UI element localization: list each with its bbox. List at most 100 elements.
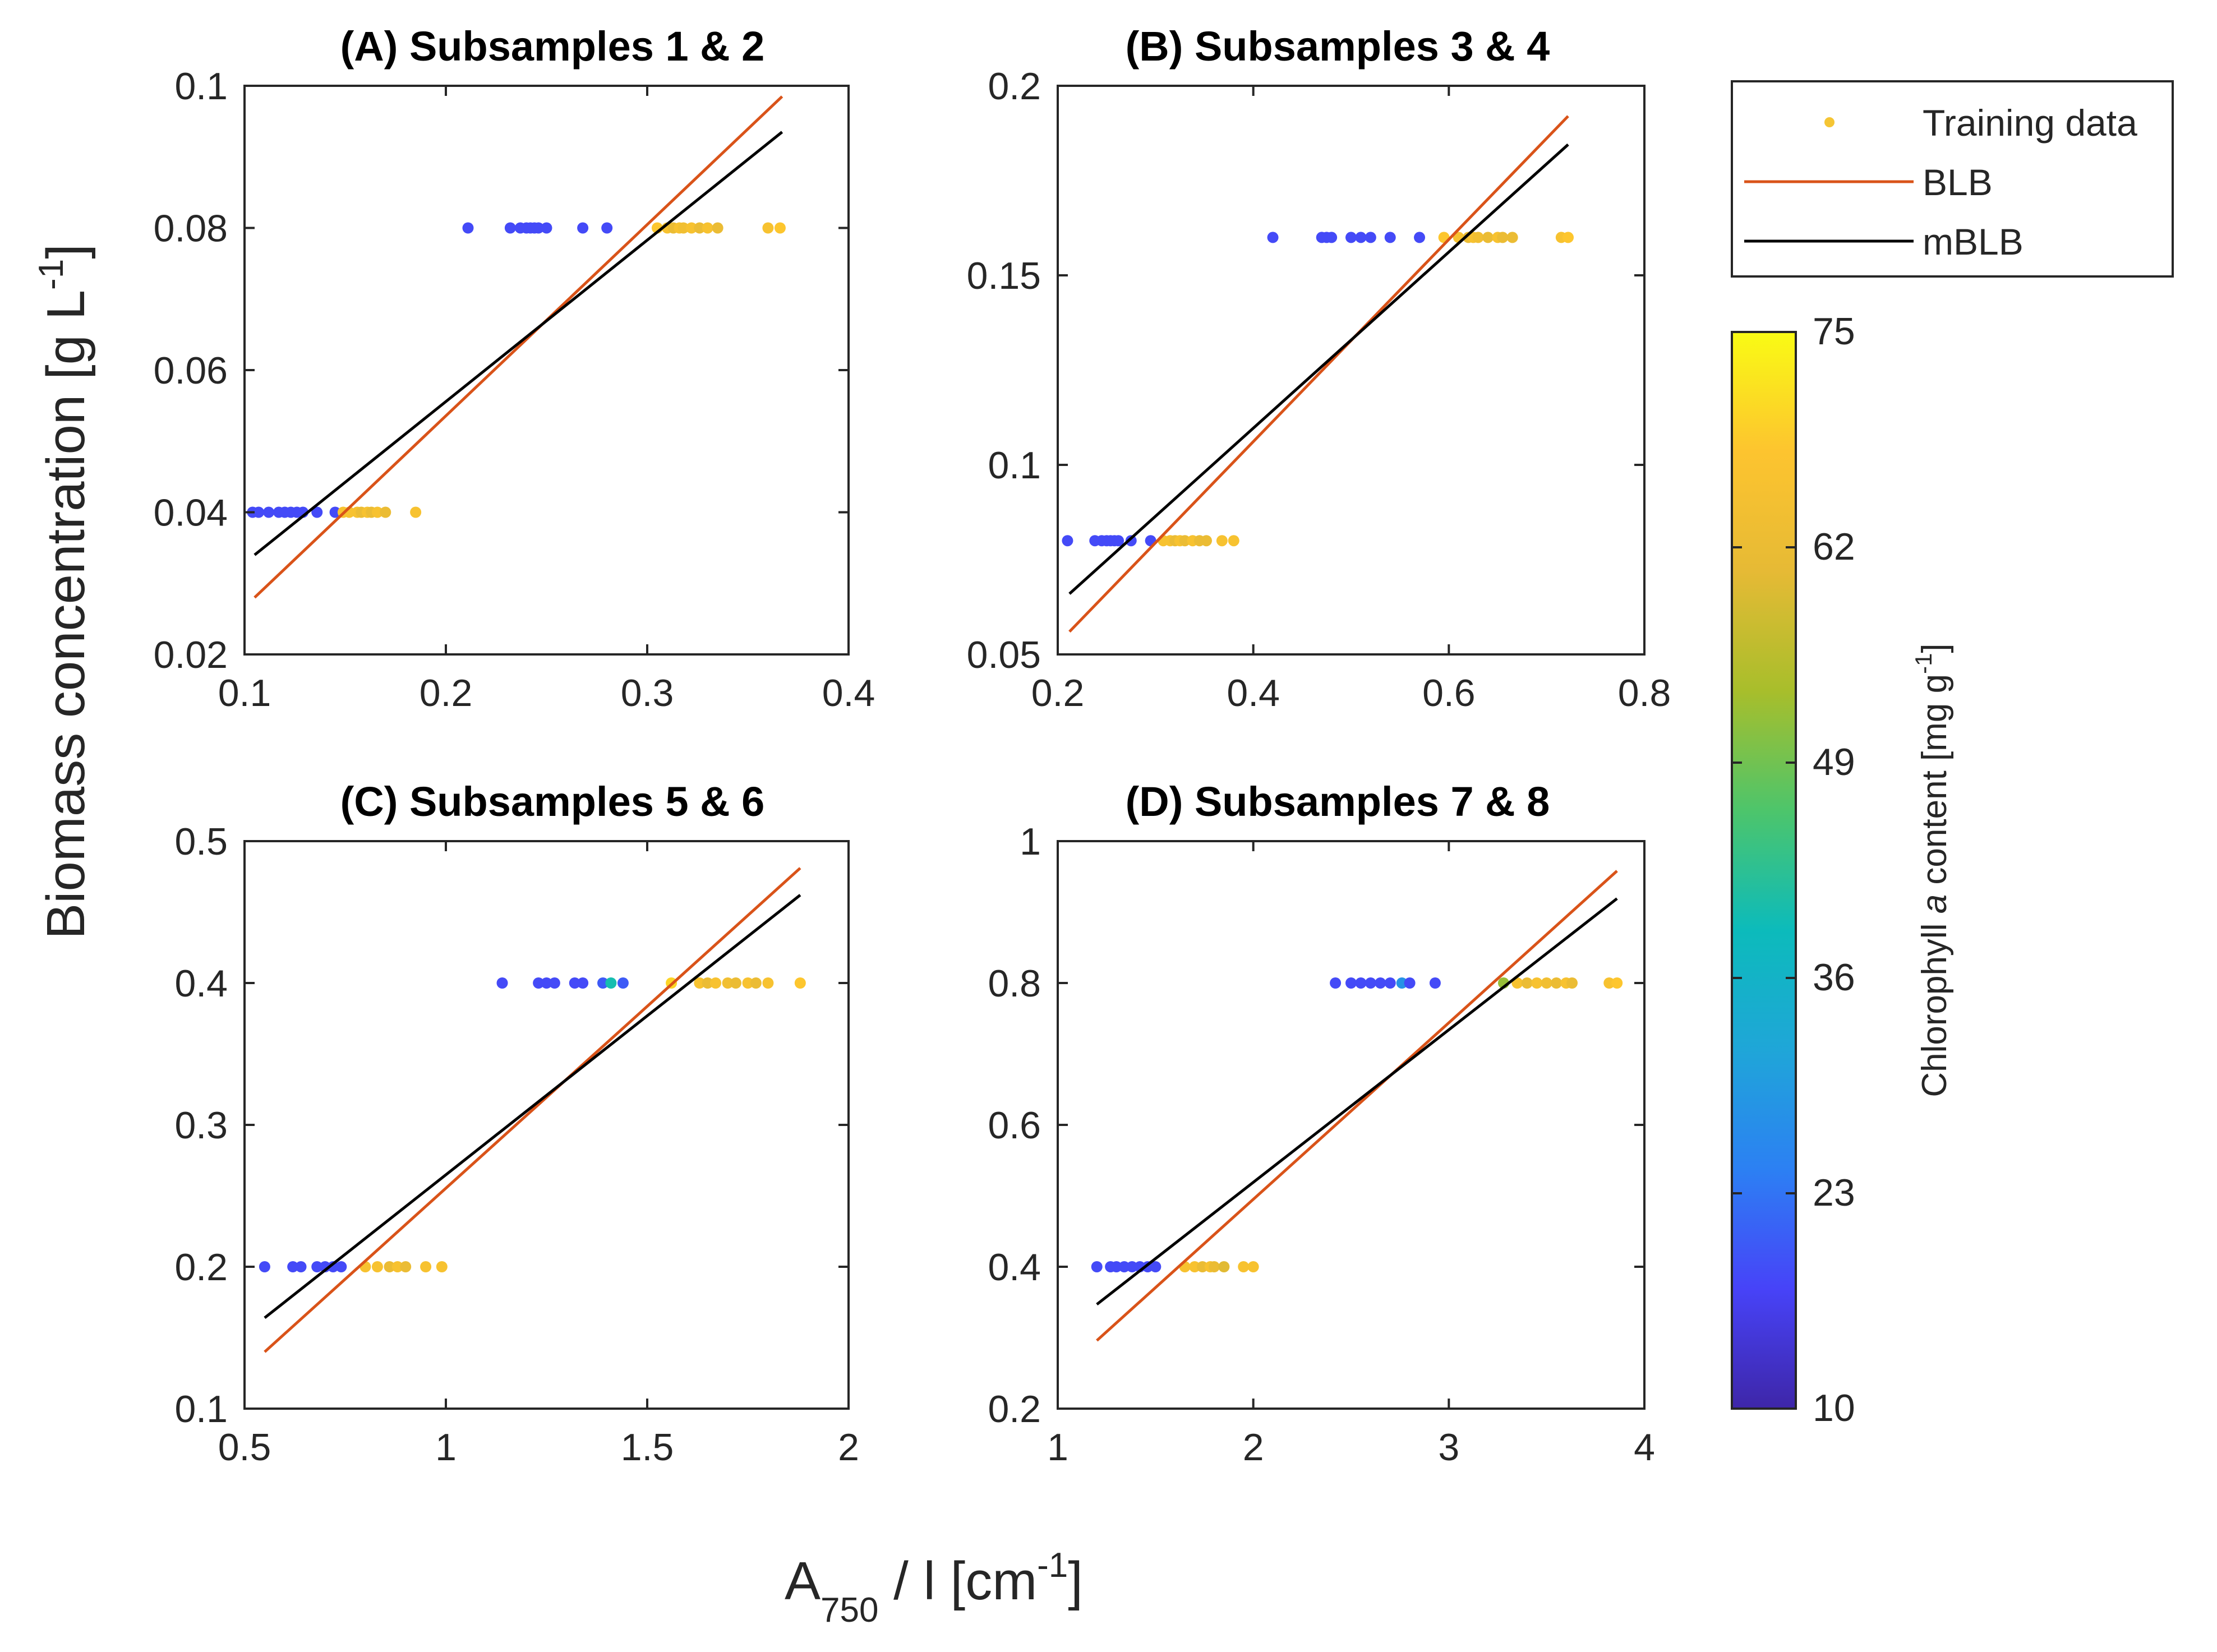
panel-c-data-point bbox=[702, 977, 713, 989]
panel-b-data-point bbox=[1326, 232, 1338, 243]
panel-c-x-tick-label: 0.5 bbox=[218, 1426, 271, 1469]
panel-c-plot-area bbox=[245, 841, 849, 1409]
panel-b-data-point bbox=[1228, 535, 1239, 547]
colorbar-tick-label: 23 bbox=[1813, 1171, 1855, 1214]
panel-c-y-tick-label: 0.1 bbox=[174, 1388, 228, 1430]
panel-c-line-mblb bbox=[264, 894, 801, 1319]
panel-b-plot-area bbox=[1058, 86, 1644, 654]
panel-a-data-point bbox=[694, 222, 706, 234]
panel-d-line-mblb bbox=[1096, 897, 1618, 1306]
panel-c-x-tick-label: 1.5 bbox=[621, 1426, 674, 1469]
panel-d-title: (D) Subsamples 7 & 8 bbox=[1126, 778, 1550, 825]
panel-d-x-tick-label: 1 bbox=[1047, 1426, 1068, 1469]
panel-a-title: (A) Subsamples 1 & 2 bbox=[340, 23, 765, 70]
panel-c-data-point bbox=[335, 1261, 347, 1272]
panel-b-y-tick-label: 0.15 bbox=[967, 255, 1041, 297]
colorbar-tick-label: 75 bbox=[1813, 310, 1855, 353]
panel-d-data-point bbox=[1197, 1261, 1209, 1272]
panel-b-data-point bbox=[1062, 535, 1073, 547]
panel-b-data-point bbox=[1345, 232, 1357, 243]
panel-b-data-point bbox=[1562, 232, 1574, 243]
panel-a-data-point bbox=[774, 222, 786, 234]
panel-c-y-tick-label: 0.5 bbox=[174, 820, 228, 863]
panel-d-data-point bbox=[1355, 977, 1367, 989]
panel-d-x-tick-label: 3 bbox=[1438, 1426, 1459, 1469]
panel-c-data-point bbox=[577, 977, 589, 989]
panel-a-data-point bbox=[253, 506, 265, 518]
panel-b: (B) Subsamples 3 & 4 0.2 0.4 0.6 0.8 0.05 0.1… bbox=[967, 23, 1671, 714]
panel-a-data-point bbox=[329, 506, 341, 518]
panel-d-y-tick-label: 0.4 bbox=[988, 1246, 1041, 1289]
panel-c-data-point bbox=[311, 1261, 323, 1272]
panel-b-x-tick-label: 0.4 bbox=[1227, 672, 1280, 714]
panel-d-data-point bbox=[1396, 977, 1408, 989]
colorbar-tick-label: 36 bbox=[1813, 956, 1855, 999]
panel-c-data-point bbox=[420, 1261, 432, 1272]
panel-d-y-tick-label: 0.2 bbox=[988, 1388, 1041, 1430]
panel-c-data-point bbox=[762, 977, 774, 989]
panel-c-data-point bbox=[391, 1261, 403, 1272]
panel-c-data-point bbox=[287, 1261, 299, 1272]
y-axis-label: Biomass concentration [g L-1] bbox=[32, 244, 96, 939]
panel-b-x-tick-label: 0.6 bbox=[1422, 672, 1476, 714]
panel-d-data-point bbox=[1603, 977, 1615, 989]
panel-c-data-point bbox=[794, 977, 806, 989]
panel-d-data-point bbox=[1365, 977, 1376, 989]
colorbar-tick-label: 10 bbox=[1813, 1387, 1855, 1429]
panel-b-data-point bbox=[1179, 535, 1191, 547]
panel-b-data-point bbox=[1355, 232, 1367, 243]
panel-c-data-point bbox=[496, 977, 508, 989]
colorbar-gradient bbox=[1731, 331, 1797, 1410]
legend-label-blb: BLB bbox=[1923, 161, 1993, 203]
panel-d-data-point bbox=[1091, 1261, 1103, 1272]
panel-a-data-point bbox=[371, 506, 383, 518]
panel-d-y-tick-label: 0.6 bbox=[988, 1104, 1041, 1147]
panel-a-data-point bbox=[504, 222, 516, 234]
panel-c-data-point bbox=[384, 1261, 395, 1272]
panel-a-y-tick-label: 0.04 bbox=[154, 492, 228, 534]
panel-d-data-point bbox=[1611, 977, 1623, 989]
panel-d-data-point bbox=[1238, 1261, 1250, 1272]
panel-b-data-point bbox=[1267, 232, 1279, 243]
panel-a-data-point bbox=[311, 506, 323, 518]
panel-d-data-point bbox=[1541, 977, 1552, 989]
panel-a-x-tick-label: 0.4 bbox=[822, 672, 875, 714]
panel-c-y-tick-label: 0.4 bbox=[174, 962, 228, 1005]
panel-d-data-point bbox=[1521, 977, 1533, 989]
colorbar: 10 23 36 49 62 75 Chlorophyll a content [mg g… bbox=[1731, 310, 1954, 1429]
panel-b-y-tick-label: 0.1 bbox=[988, 444, 1041, 487]
panel-b-title: (B) Subsamples 3 & 4 bbox=[1126, 23, 1550, 70]
panel-d-data-point bbox=[1345, 977, 1357, 989]
panel-b-data-point bbox=[1506, 232, 1518, 243]
panel-c-data-point bbox=[259, 1261, 270, 1272]
panel-a-line-mblb bbox=[253, 131, 783, 556]
panel-d-x-tick-label: 2 bbox=[1243, 1426, 1264, 1469]
colorbar-tick-label: 49 bbox=[1813, 741, 1855, 783]
panel-b-data-point bbox=[1125, 535, 1137, 547]
panel-a-data-point bbox=[541, 222, 552, 234]
panel-d-x-tick-label: 4 bbox=[1634, 1426, 1655, 1469]
panel-d-data-point bbox=[1118, 1261, 1130, 1272]
panel-b-x-tick-label: 0.8 bbox=[1618, 672, 1671, 714]
panel-c-data-point bbox=[295, 1261, 307, 1272]
panel-b-data-point bbox=[1482, 232, 1494, 243]
legend: Training data BLB mBLB bbox=[1731, 80, 2174, 278]
panel-d-data-point bbox=[1208, 1261, 1220, 1272]
panel-d-data-point bbox=[1404, 977, 1416, 989]
legend-box bbox=[1731, 80, 2174, 278]
panel-b-frame bbox=[1057, 85, 1646, 656]
panel-d-data-point bbox=[1218, 1261, 1230, 1272]
panel-a: (A) Subsamples 1 & 2 0.1 0.2 0.3 0.4 0.02 0.0… bbox=[154, 23, 875, 714]
panel-b-data-point bbox=[1216, 535, 1228, 547]
panel-a-data-point bbox=[712, 222, 723, 234]
colorbar-tick-label: 62 bbox=[1813, 525, 1855, 568]
panel-c-y-tick-label: 0.3 bbox=[174, 1104, 228, 1147]
panel-a-data-point bbox=[380, 506, 391, 518]
panel-d-data-point bbox=[1110, 1261, 1122, 1272]
panel-b-data-point bbox=[1414, 232, 1426, 243]
panel-a-data-point bbox=[577, 222, 589, 234]
legend-label-training-data: Training data bbox=[1923, 102, 2137, 144]
panel-a-y-tick-label: 0.1 bbox=[174, 65, 228, 108]
panel-a-y-tick-label: 0.08 bbox=[154, 207, 228, 250]
